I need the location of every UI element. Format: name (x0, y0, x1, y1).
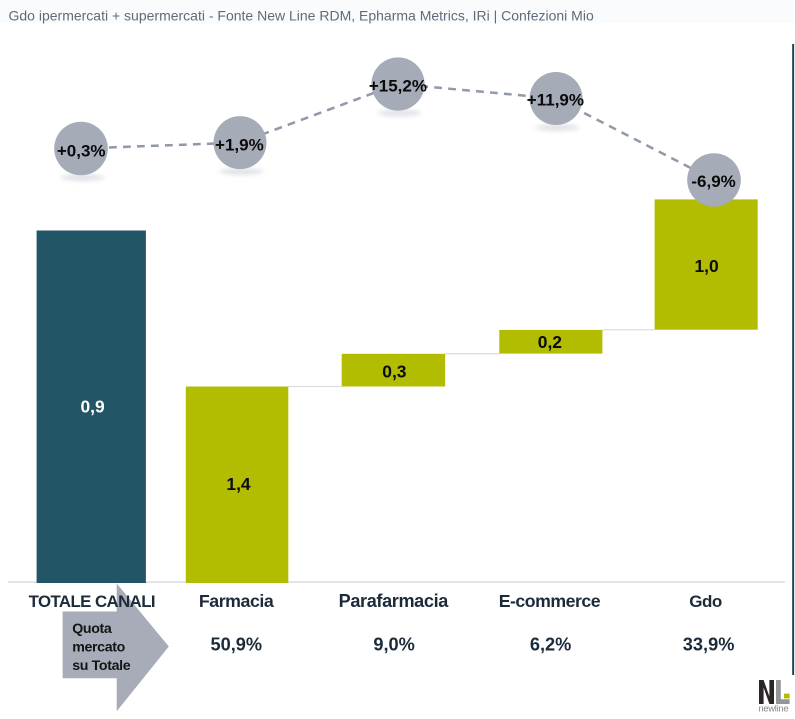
svg-text:Farmacia: Farmacia (199, 591, 274, 611)
svg-text:9,0%: 9,0% (373, 635, 414, 655)
svg-text:50,9%: 50,9% (211, 635, 263, 655)
svg-text:newline: newline (759, 704, 789, 714)
svg-text:0,2: 0,2 (538, 332, 562, 352)
svg-text:1,4: 1,4 (226, 474, 251, 494)
svg-text:mercato: mercato (72, 640, 125, 656)
svg-text:0,9: 0,9 (81, 397, 106, 417)
svg-text:Parafarmacia: Parafarmacia (339, 591, 450, 611)
svg-text:E-commerce: E-commerce (499, 591, 601, 611)
svg-text:Gdo: Gdo (689, 592, 722, 611)
svg-text:-6,9%: -6,9% (691, 172, 735, 191)
svg-text:+1,9%: +1,9% (215, 135, 264, 154)
svg-text:6,2%: 6,2% (530, 635, 571, 655)
svg-text:Gdo ipermercati + supermercati: Gdo ipermercati + supermercati - Fonte N… (9, 8, 594, 24)
svg-text:Quota: Quota (72, 621, 112, 637)
svg-text:TOTALE CANALI: TOTALE CANALI (29, 592, 155, 611)
svg-text:1,0: 1,0 (695, 256, 719, 276)
svg-text:0,3: 0,3 (382, 361, 407, 381)
svg-text:+11,9%: +11,9% (527, 91, 584, 110)
svg-text:33,9%: 33,9% (683, 635, 735, 655)
svg-text:su Totale: su Totale (72, 658, 131, 674)
svg-text:+0,3%: +0,3% (57, 142, 106, 161)
svg-text:+15,2%: +15,2% (369, 76, 427, 95)
